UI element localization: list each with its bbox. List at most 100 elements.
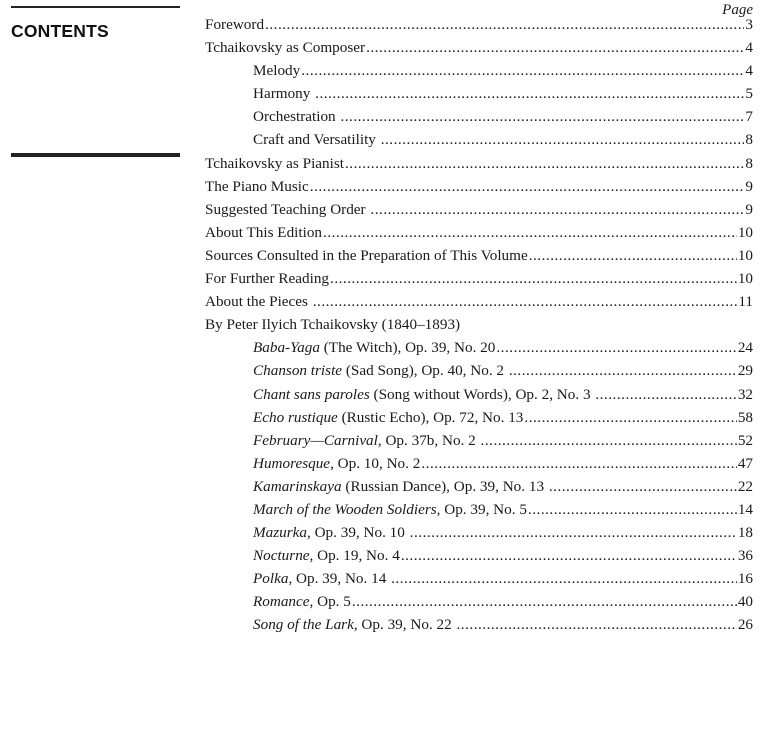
toc-entry-title: March of the Wooden Soldiers, Op. 39, No… [253,501,527,519]
toc-entry[interactable]: Harmony 5 [205,85,753,108]
piece-title: March of the Wooden Soldiers [253,500,437,518]
piece-title: Echo rustique [253,408,338,426]
entry-text: For Further Reading [205,270,330,288]
dot-leader [496,339,736,357]
page-number: 22 [737,477,753,495]
dot-leader [457,616,737,634]
entry-text: , Op. 10, No. 2 [330,454,421,472]
toc-entry[interactable]: About the Pieces 11 [205,293,753,316]
toc-entry[interactable]: Chant sans paroles (Song without Words),… [205,386,753,409]
toc-entry-title: By Peter Ilyich Tchaikovsky (1840–1893) [205,316,460,334]
toc-entry[interactable]: Polka, Op. 39, No. 14 16 [205,570,753,593]
dot-leader [301,62,744,80]
dot-leader [481,432,737,450]
page-column-label: Page [722,2,753,18]
piece-title: Nocturne [253,547,310,565]
toc-entry-title: Suggested Teaching Order [205,201,369,219]
entry-text: Sources Consulted in the Preparation of … [205,246,528,264]
entry-text: Orchestration [253,108,340,126]
dot-leader [340,108,744,126]
toc-entry[interactable]: The Piano Music 9 [205,178,753,201]
toc-entry[interactable]: Tchaikovsky as Composer 4 [205,39,753,62]
entry-text: Suggested Teaching Order [205,200,370,218]
toc-entry[interactable]: Chanson triste (Sad Song), Op. 40, No. 2… [205,362,753,385]
dot-leader [323,224,737,242]
dot-leader [421,455,736,473]
piece-title: Chant sans paroles [253,385,370,403]
dot-leader [595,386,736,404]
entry-text: , Op. 39, No. 5 [436,500,527,518]
toc-entry-title: Polka, Op. 39, No. 14 [253,570,390,588]
entry-text: By Peter Ilyich Tchaikovsky (1840–1893) [205,316,461,334]
page-number: 10 [737,223,753,241]
toc-entry[interactable]: Sources Consulted in the Preparation of … [205,247,753,270]
toc-entry[interactable]: Foreword 3 [205,16,753,39]
toc-entry[interactable]: Craft and Versatility 8 [205,131,753,154]
toc-entry[interactable]: Suggested Teaching Order 9 [205,201,753,224]
toc-entry[interactable]: Tchaikovsky as Pianist 8 [205,155,753,178]
page-number: 7 [745,108,753,126]
piece-title: Romance [253,593,310,611]
toc-entry[interactable]: Humoresque, Op. 10, No. 2 47 [205,455,753,478]
entry-text: , Op. 39, No. 10 [307,524,409,542]
page-number: 47 [737,454,753,472]
page-number: 29 [737,362,753,380]
entry-text: , Op. 5 [309,593,351,611]
toc-entry-title: Kamarinskaya (Russian Dance), Op. 39, No… [253,478,548,496]
dot-leader [370,201,744,219]
dot-leader [313,293,738,311]
toc-entry[interactable]: Melody 4 [205,62,753,85]
dot-leader [310,178,745,196]
toc-entry-title: Melody [253,62,300,80]
entry-text: Harmony [253,85,315,103]
entry-text: (Song without Words), Op. 2, No. 3 [369,385,595,403]
entry-text: Tchaikovsky as Composer [205,39,366,57]
page-number: 9 [745,200,753,218]
dot-leader [265,16,744,34]
toc-entry[interactable]: Song of the Lark, Op. 39, No. 22 26 [205,616,753,639]
dot-leader [391,570,737,588]
dot-leader [524,409,736,427]
dot-leader [381,131,745,149]
toc-entry[interactable]: For Further Reading 10 [205,270,753,293]
page-number: 52 [737,431,753,449]
toc-entry-title: Harmony [253,85,314,103]
toc-entry-title: Nocturne, Op. 19, No. 4 [253,547,400,565]
page-number: 5 [745,85,753,103]
toc-entry[interactable]: By Peter Ilyich Tchaikovsky (1840–1893) [205,316,753,339]
toc-entry[interactable]: Nocturne, Op. 19, No. 4 36 [205,547,753,570]
table-of-contents: Foreword 3 Tchaikovsky as Composer 4 Melody 4… [205,16,753,640]
toc-entry[interactable]: Mazurka, Op. 39, No. 10 18 [205,524,753,547]
toc-entry-title: Chant sans paroles (Song without Words),… [253,386,594,404]
dot-leader [345,155,744,173]
toc-entry-title: About This Edition [205,224,322,242]
entry-text: Foreword [205,16,265,33]
toc-entry[interactable]: Orchestration 7 [205,108,753,131]
page-number: 32 [737,385,753,403]
toc-entry-title: Craft and Versatility [253,131,380,149]
toc-entry[interactable]: Romance, Op. 5 40 [205,593,753,616]
dot-leader [529,247,737,265]
toc-entry[interactable]: Kamarinskaya (Russian Dance), Op. 39, No… [205,478,753,501]
dot-leader [410,524,737,542]
piece-title: Polka [253,570,289,588]
entry-text: Tchaikovsky as Pianist [205,154,344,172]
toc-entry[interactable]: Baba-Yaga (The Witch), Op. 39, No. 20 24 [205,339,753,362]
toc-entry[interactable]: About This Edition 10 [205,224,753,247]
toc-entry[interactable]: February—Carnival, Op. 37b, No. 2 52 [205,432,753,455]
toc-entry-title: Tchaikovsky as Pianist [205,155,344,173]
piece-title: Humoresque [253,454,331,472]
contents-heading: CONTENTS [11,21,109,41]
dot-leader [315,85,744,103]
page-number: 8 [745,131,753,149]
entry-text: (The Witch), Op. 39, No. 20 [319,339,496,357]
page-number: 26 [737,616,753,634]
dot-leader [330,270,737,288]
page-number: 14 [737,500,753,518]
toc-entry[interactable]: March of the Wooden Soldiers, Op. 39, No… [205,501,753,524]
entry-text: The Piano Music [205,177,309,195]
toc-entry[interactable]: Echo rustique (Rustic Echo), Op. 72, No.… [205,409,753,432]
page-number: 40 [737,593,753,611]
entry-text: , Op. 37b, No. 2 [377,431,480,449]
dot-leader [352,593,737,611]
